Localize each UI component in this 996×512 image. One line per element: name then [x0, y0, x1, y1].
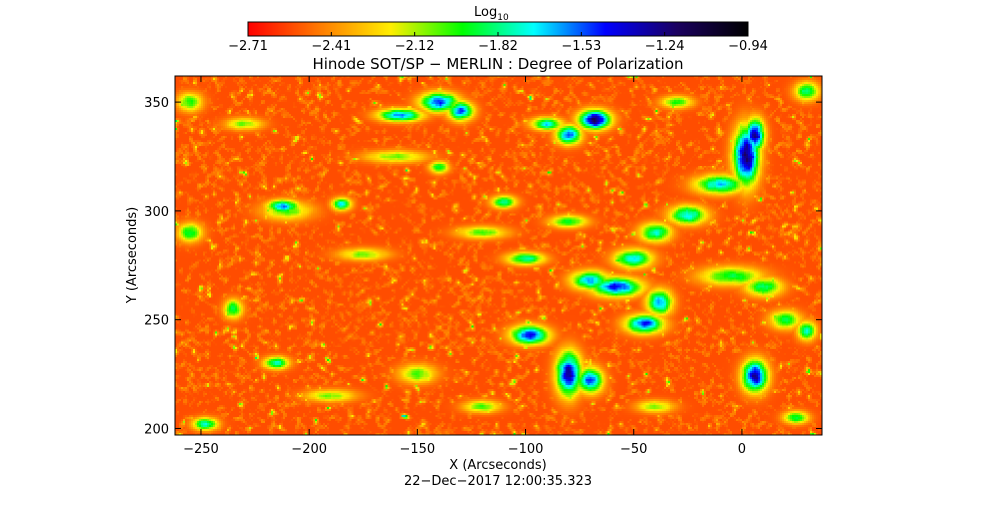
- x-tick-label: −150: [399, 442, 435, 457]
- y-tick-label: 200: [144, 422, 169, 437]
- colorbar-tick-label: −2.12: [395, 39, 435, 54]
- x-axis-label: X (Arcseconds): [449, 458, 546, 473]
- colorbar-tick-label: −1.24: [645, 39, 685, 54]
- y-axis-ticks: 200 250 300 350: [144, 96, 822, 437]
- colorbar-label-base: Log: [474, 5, 497, 20]
- colorbar-tick-label: −1.82: [478, 39, 518, 54]
- colorbar-tick-label: −1.53: [561, 39, 601, 54]
- x-tick-label: −50: [620, 442, 647, 457]
- colorbar-ticks: −2.71 −2.41 −2.12 −1.82 −1.53 −1.24 −0.94: [228, 32, 768, 54]
- colorbar-tick-label: −2.41: [311, 39, 351, 54]
- y-tick-label: 300: [144, 205, 169, 220]
- x-tick-label: −100: [508, 442, 544, 457]
- colorbar-label: Log10: [474, 5, 509, 23]
- chart-title: Hinode SOT/SP − MERLIN : Degree of Polar…: [312, 55, 683, 73]
- y-axis-label: Y (Arcseconds): [125, 207, 140, 304]
- x-tick-label: 0: [738, 442, 746, 457]
- colorbar-tick-label: −2.71: [228, 39, 268, 54]
- y-tick-label: 250: [144, 314, 169, 329]
- plot-frame: [174, 75, 823, 436]
- y-tick-label: 350: [144, 96, 169, 111]
- polarization-heatmap: [175, 76, 822, 435]
- timestamp: 22−Dec−2017 12:00:35.323: [404, 474, 592, 489]
- colorbar-tick-label: −0.94: [728, 39, 768, 54]
- x-tick-label: −200: [291, 442, 327, 457]
- colorbar-label-subscript: 10: [497, 13, 509, 23]
- x-tick-label: −250: [183, 442, 219, 457]
- x-axis-ticks: −250 −200 −150 −100 −50 0: [183, 76, 746, 457]
